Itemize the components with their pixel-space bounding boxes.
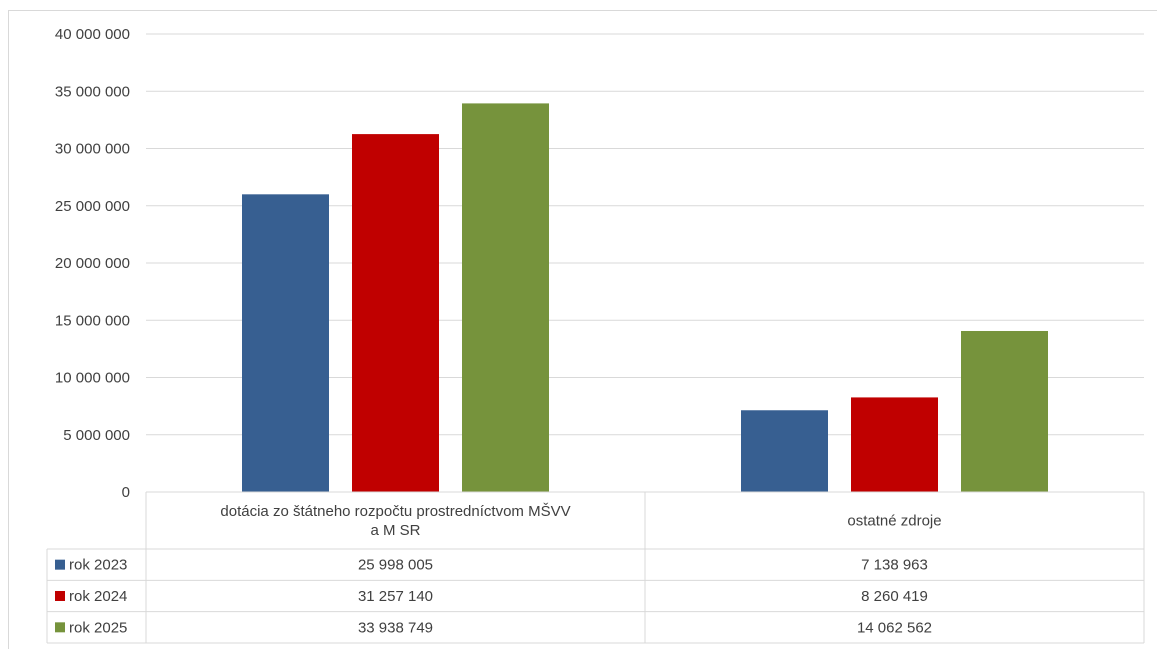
y-tick-label: 20 000 000 bbox=[55, 255, 130, 272]
y-axis-tick-labels: 0 5 000 000 10 000 000 15 000 000 20 000 000… bbox=[55, 26, 130, 501]
legend-key bbox=[55, 590, 65, 601]
bar-rok-2025-cat-2 bbox=[961, 330, 1048, 492]
bars bbox=[242, 103, 1048, 493]
gridlines bbox=[146, 33, 1144, 436]
y-tick-label: 40 000 000 bbox=[55, 26, 130, 43]
table-cell-value: 31 257 140 bbox=[358, 588, 433, 605]
y-tick-label: 25 000 000 bbox=[55, 198, 130, 215]
table-cell-value: 7 138 963 bbox=[861, 557, 928, 574]
y-tick-label: 15 000 000 bbox=[55, 312, 130, 329]
y-tick-label: 35 000 000 bbox=[55, 83, 130, 100]
table-cell-value: 25 998 005 bbox=[358, 557, 433, 574]
chart-frame bbox=[8, 10, 1157, 649]
bar-rok-2024-cat-2 bbox=[851, 397, 938, 492]
y-tick-label: 30 000 000 bbox=[55, 141, 130, 158]
data-table: dotácia zo štátneho rozpočtu prostredníc… bbox=[46, 491, 1145, 644]
legend-label: rok 2023 bbox=[69, 557, 127, 574]
legend-label: rok 2024 bbox=[69, 588, 127, 605]
legend-key bbox=[55, 559, 65, 570]
category-label: dotácia zo štátneho rozpočtu prostredníc… bbox=[220, 503, 570, 520]
y-tick-label: 0 bbox=[122, 484, 130, 501]
category-label: ostatné zdroje bbox=[847, 513, 941, 530]
bar-rok-2023-cat-1 bbox=[242, 194, 329, 492]
table-cell-value: 14 062 562 bbox=[857, 619, 932, 636]
bar-rok-2023-cat-2 bbox=[741, 410, 828, 492]
legend-key bbox=[55, 622, 65, 633]
table-cell-value: 8 260 419 bbox=[861, 588, 928, 605]
bar-rok-2024-cat-1 bbox=[352, 134, 439, 492]
category-label: a M SR bbox=[370, 522, 420, 539]
table-cell-value: 33 938 749 bbox=[358, 619, 433, 636]
y-tick-label: 5 000 000 bbox=[63, 427, 130, 444]
y-tick-label: 10 000 000 bbox=[55, 370, 130, 387]
legend-label: rok 2025 bbox=[69, 619, 127, 636]
bar-rok-2025-cat-1 bbox=[462, 103, 549, 493]
